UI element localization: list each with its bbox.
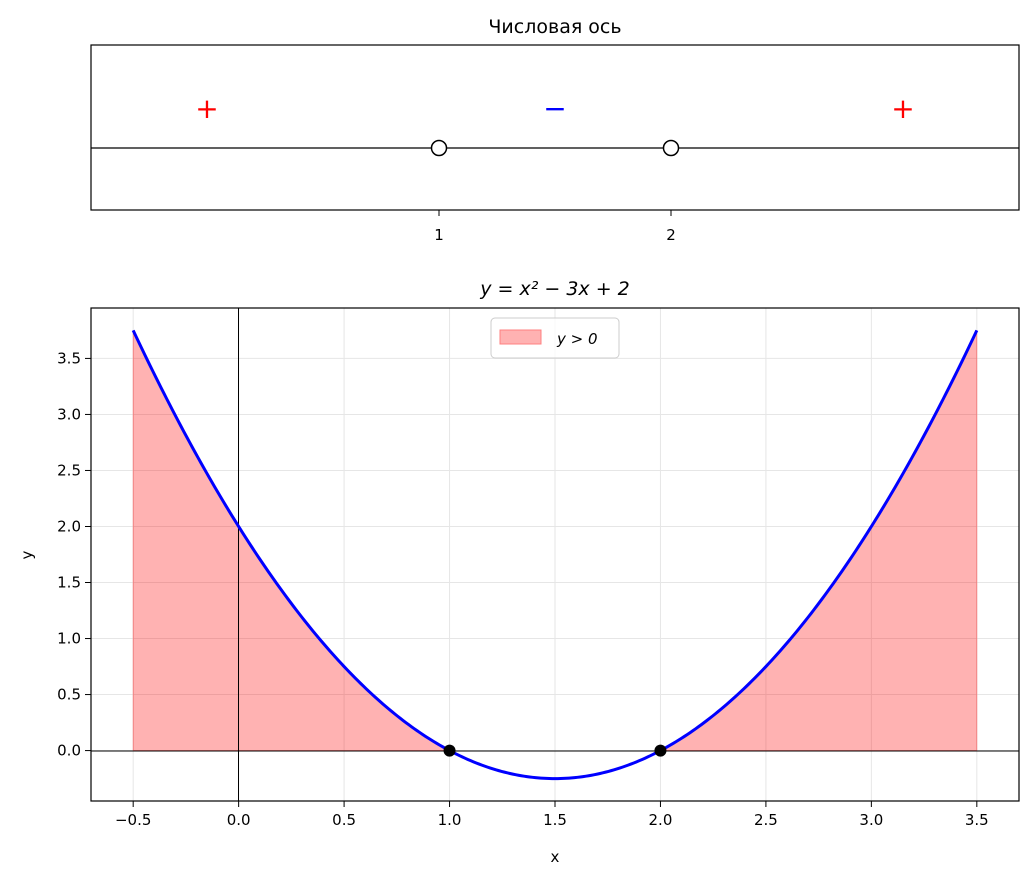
sign-label: +	[891, 92, 914, 125]
parabola-curve	[131, 329, 979, 781]
x-tick-label: −0.5	[115, 811, 151, 829]
open-point	[430, 139, 448, 157]
parabola-frame	[90, 307, 1020, 802]
legend: y > 0	[490, 317, 620, 359]
y-tick-label: 2.0	[57, 517, 81, 535]
y-tick-label: 1.0	[57, 630, 81, 648]
y-tick-label: 1.5	[57, 574, 81, 592]
x-tick-label: 1.0	[438, 811, 462, 829]
top-x-tick-label: 1	[434, 226, 444, 244]
x-tick-label: 0.5	[332, 811, 356, 829]
x-tick-label: 2.0	[649, 811, 673, 829]
x-tick-label: 0.0	[227, 811, 251, 829]
legend-label: y > 0	[556, 330, 598, 348]
number-line-title: Числовая ось	[488, 16, 621, 38]
positive-fill-region	[660, 330, 978, 752]
y-axis-label: y	[18, 550, 36, 559]
y-tick-label: 3.5	[57, 349, 81, 367]
root-point	[443, 744, 456, 757]
y-tick-label: 2.5	[57, 461, 81, 479]
y-tick-label: 0.0	[57, 742, 81, 760]
y-tick-label: 0.5	[57, 686, 81, 704]
parabola-panel: y = x² − 3x + 2 −0.5 0.0 0.5 1.0 1.5 2.0 2.5 3.…	[18, 278, 1020, 866]
x-tick-label: 3.5	[965, 811, 989, 829]
sign-label: −	[543, 92, 566, 125]
x-tick-label: 3.0	[859, 811, 883, 829]
positive-fill-region	[132, 330, 450, 752]
x-tick-label: 2.5	[754, 811, 778, 829]
top-x-tick-label: 2	[666, 226, 676, 244]
x-tick-label: 1.5	[543, 811, 567, 829]
legend-box	[490, 317, 620, 359]
number-line-frame	[90, 44, 1020, 211]
number-line-panel: Числовая ось 1 2 + − +	[90, 16, 1020, 244]
x-axis-label: x	[551, 848, 560, 866]
sign-label: +	[195, 92, 218, 125]
root-point	[654, 744, 667, 757]
open-point	[662, 139, 680, 157]
y-tick-label: 3.0	[57, 405, 81, 423]
parabola-title: y = x² − 3x + 2	[479, 278, 630, 300]
legend-swatch	[499, 329, 542, 345]
